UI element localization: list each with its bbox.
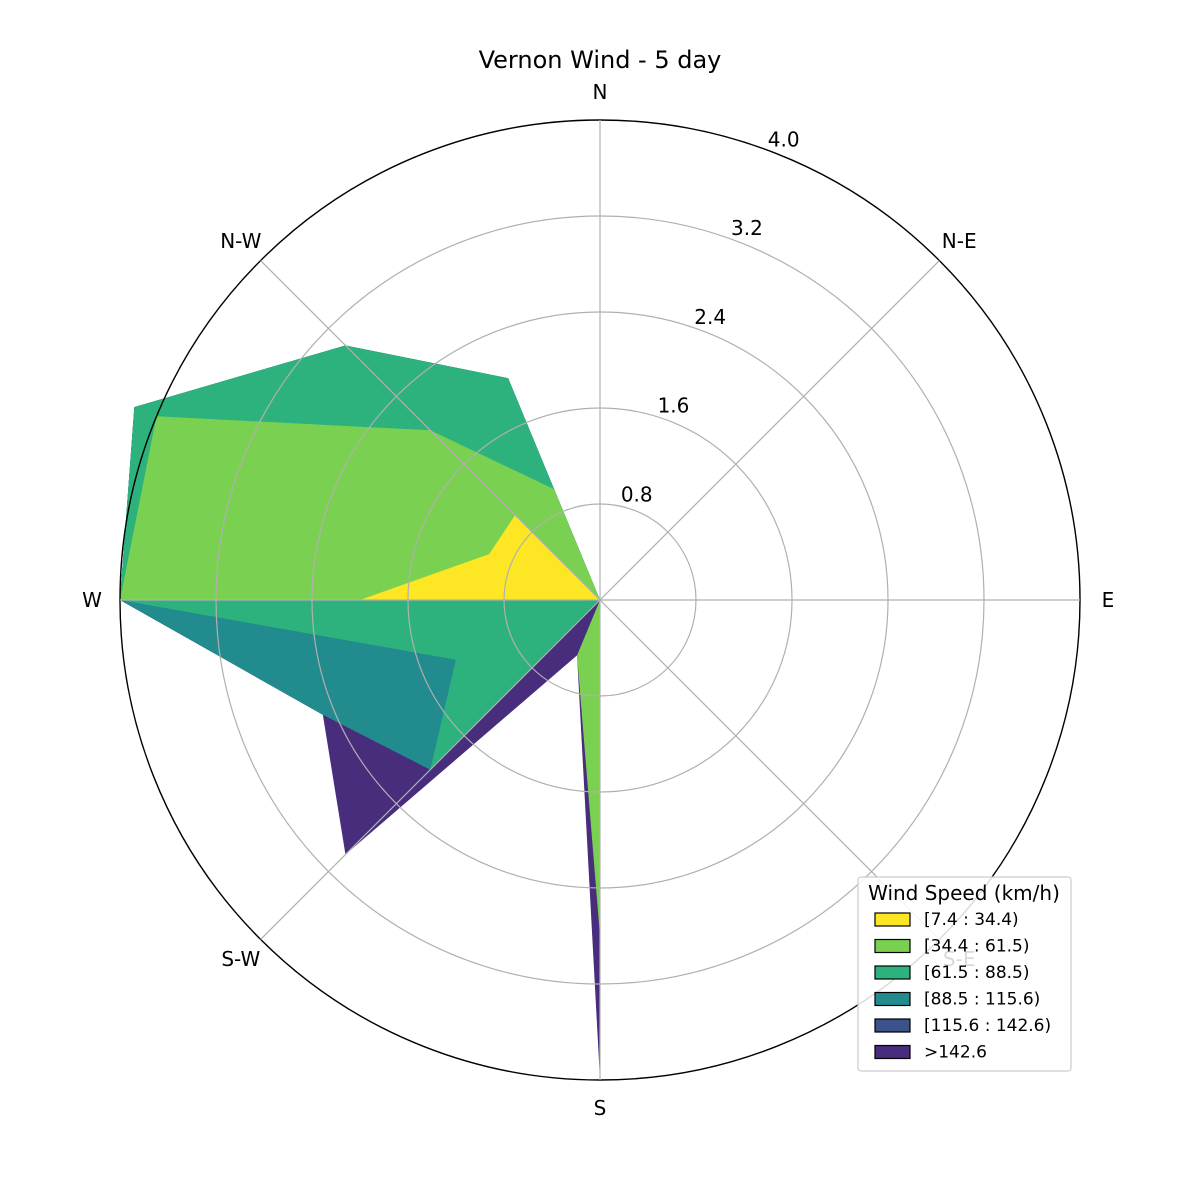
- legend-label-3: [88.5 : 115.6): [924, 990, 1040, 1010]
- chart-title: Vernon Wind - 5 day: [479, 46, 722, 74]
- direction-label-n: N: [593, 80, 608, 104]
- legend-box: [857, 876, 1072, 1072]
- spoke-n-w: [260, 260, 601, 601]
- legend-title: Wind Speed (km/h): [868, 881, 1060, 905]
- direction-label-w: W: [82, 588, 102, 612]
- legend-label-2: [61.5 : 88.5): [924, 963, 1030, 983]
- r-tick-label-4: 4.0: [768, 128, 800, 152]
- legend-label-4: [115.6 : 142.6): [924, 1016, 1051, 1036]
- wind-area-series-1: [120, 416, 601, 936]
- legend-swatch-4: [874, 1018, 911, 1033]
- legend-swatch-3: [874, 991, 911, 1007]
- legend-swatch-2: [874, 965, 911, 980]
- direction-label-n-e: N-E: [942, 229, 977, 253]
- legend: Wind Speed (km/h) [7.4 : 34.4) [34.4 : 61…: [857, 876, 1072, 1072]
- legend-label-1: [34.4 : 61.5): [924, 937, 1030, 957]
- legend-swatch-0: [874, 912, 911, 927]
- legend-label-5: >142.6: [924, 1043, 987, 1063]
- wind-area-series-0: [360, 515, 600, 600]
- radial-tick-labels: 0.8 1.6 2.4 3.2 4.0: [621, 128, 800, 507]
- polar-grid: [119, 119, 1081, 1081]
- direction-label-e: E: [1102, 588, 1115, 612]
- r-tick-label-1: 1.6: [658, 394, 690, 418]
- direction-label-s-w: S-W: [221, 947, 260, 971]
- legend-items: [7.4 : 34.4) [34.4 : 61.5) [61.5 : 88.5) [8…: [874, 910, 1051, 1063]
- r-tick-label-0: 0.8: [621, 482, 653, 506]
- legend-swatch-1: [874, 938, 911, 954]
- direction-label-n-w: N-W: [220, 229, 261, 253]
- spoke-s-w: [260, 599, 601, 940]
- legend-label-0: [7.4 : 34.4): [924, 910, 1019, 930]
- r-tick-label-2: 2.4: [694, 305, 726, 329]
- direction-label-s: S: [594, 1096, 607, 1120]
- spoke-n-e: [599, 260, 940, 601]
- wind-area-layers: [120, 345, 601, 1080]
- legend-swatch-5: [874, 1044, 911, 1060]
- r-tick-label-3: 3.2: [731, 216, 763, 240]
